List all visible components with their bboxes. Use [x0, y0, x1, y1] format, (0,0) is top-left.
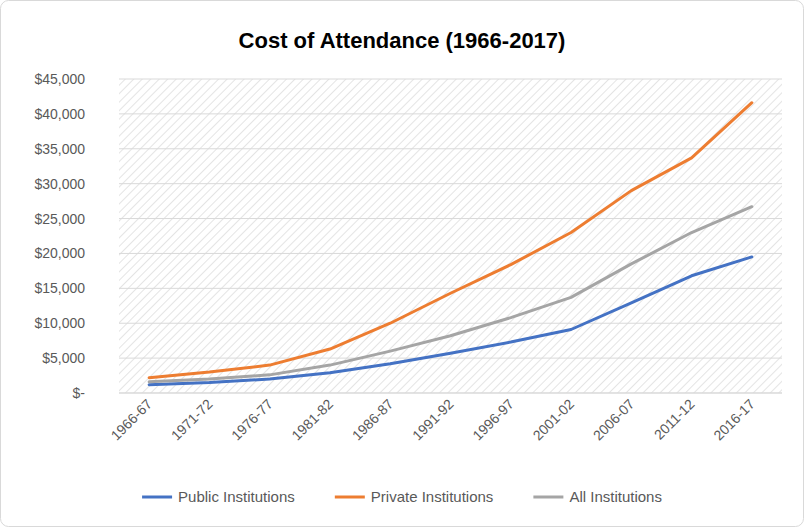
grid-line — [119, 148, 782, 149]
x-axis-line — [119, 393, 782, 394]
y-tick-label: $45,000 — [34, 71, 85, 87]
chart-frame — [1, 1, 804, 527]
y-tick-label: $40,000 — [34, 106, 85, 122]
x-tick-label: 1981-82 — [288, 396, 336, 444]
x-tick-label: 2016-17 — [710, 396, 758, 444]
grid-line — [119, 393, 782, 394]
grid-line — [119, 253, 782, 254]
grid-line — [119, 288, 782, 289]
x-tick-label: 1991-92 — [409, 396, 457, 444]
x-tick-label: 2011-12 — [651, 396, 698, 443]
y-tick-label: $5,000 — [42, 350, 85, 366]
legend-label: All Institutions — [569, 488, 662, 505]
chart-title: Cost of Attendance (1966-2017) — [239, 28, 566, 53]
x-tick-label: 1986-87 — [349, 396, 397, 444]
y-tick-label: $20,000 — [34, 245, 85, 261]
series-group — [149, 103, 752, 385]
legend: Public Institutions Private Institutions A… — [142, 488, 662, 505]
grid-line — [119, 113, 782, 114]
grid-line — [119, 323, 782, 324]
x-tick-label: 1966-67 — [108, 396, 156, 444]
grid-line — [119, 358, 782, 359]
chart: Cost of Attendance (1966-2017) $- $5,000 $1… — [0, 0, 804, 527]
legend-label: Public Institutions — [178, 488, 295, 505]
legend-label: Private Institutions — [371, 488, 494, 505]
grid-line — [119, 218, 782, 219]
legend-swatch — [533, 496, 563, 499]
y-tick-label: $30,000 — [34, 176, 85, 192]
x-tick-label: 1976-77 — [228, 396, 276, 444]
x-tick-label: 2001-02 — [530, 396, 578, 444]
y-tick-label: $15,000 — [34, 280, 85, 296]
legend-swatch — [335, 496, 365, 499]
grid-line — [119, 183, 782, 184]
y-tick-label: $35,000 — [34, 141, 85, 157]
grid-line — [119, 79, 782, 80]
x-tick-label: 2006-07 — [590, 396, 638, 444]
x-tick-label: 1996-97 — [469, 396, 517, 444]
y-tick-label: $10,000 — [34, 315, 85, 331]
series-line — [149, 207, 752, 382]
legend-swatch — [142, 496, 172, 499]
y-tick-label: $- — [73, 385, 86, 401]
series-line — [149, 257, 752, 385]
y-tick-label: $25,000 — [34, 211, 85, 227]
x-tick-label: 1971-72 — [168, 396, 216, 444]
plot-area — [119, 79, 782, 393]
